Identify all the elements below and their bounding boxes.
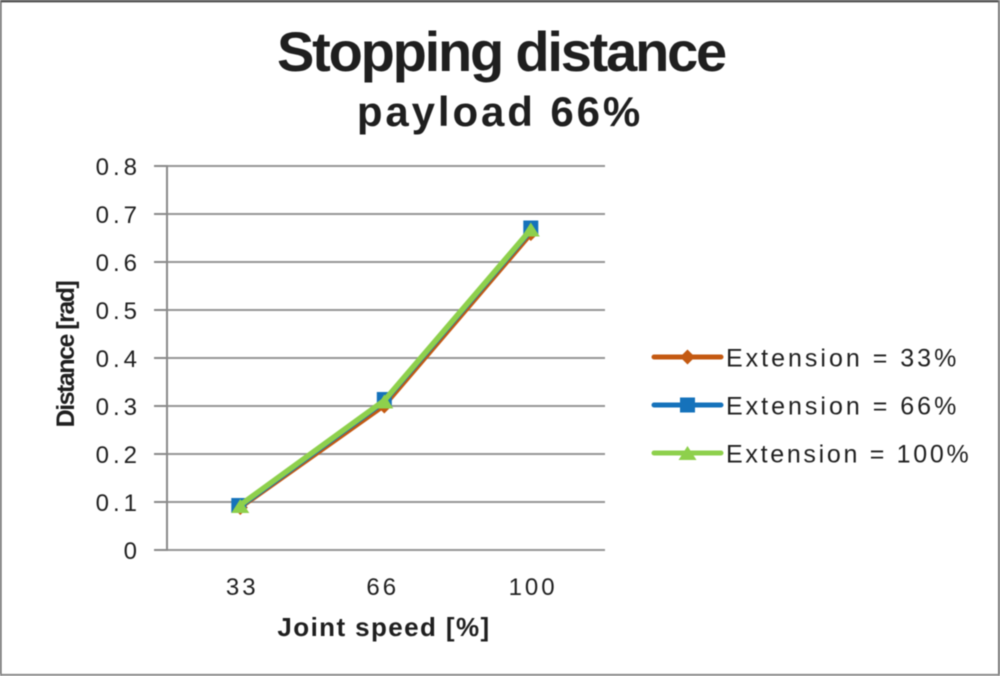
svg-text:Stopping distance: Stopping distance	[277, 20, 726, 83]
svg-text:payload 66%: payload 66%	[357, 88, 643, 135]
svg-text:0.2: 0.2	[96, 442, 141, 469]
svg-text:Joint speed [%]: Joint speed [%]	[277, 612, 490, 642]
svg-text:0.3: 0.3	[96, 394, 141, 421]
svg-text:Extension = 100%: Extension = 100%	[726, 441, 971, 469]
svg-text:33: 33	[226, 574, 259, 601]
svg-text:0.4: 0.4	[96, 346, 141, 373]
svg-text:0.6: 0.6	[96, 250, 141, 277]
svg-text:66: 66	[366, 574, 399, 601]
svg-text:0.8: 0.8	[96, 154, 141, 181]
svg-text:0.5: 0.5	[96, 298, 141, 325]
svg-text:0.1: 0.1	[96, 490, 141, 517]
svg-text:0: 0	[124, 538, 141, 565]
svg-text:0.7: 0.7	[96, 202, 141, 229]
svg-text:Distance [rad]: Distance [rad]	[52, 281, 80, 427]
svg-text:100: 100	[509, 574, 558, 601]
svg-text:Extension = 33%: Extension = 33%	[726, 345, 959, 373]
svg-text:Extension = 66%: Extension = 66%	[726, 393, 959, 421]
